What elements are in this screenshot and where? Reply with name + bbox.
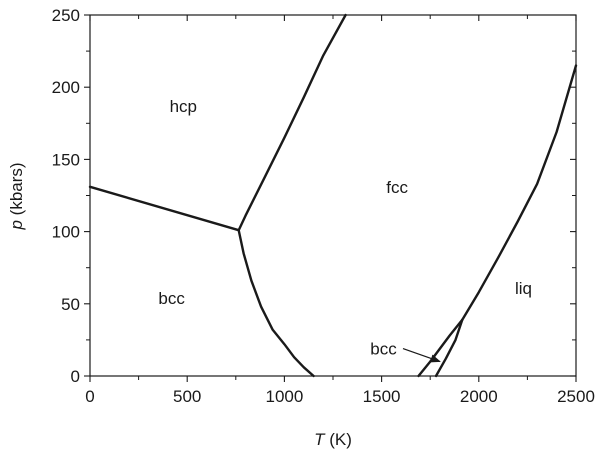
x-tick-label: 2500 [557,387,595,406]
y-tick-label: 0 [71,367,80,386]
y-axis-unit: (kbars) [7,162,26,215]
ticks-layer: 0 500 1000 1500 2000 2500 0 50 100 150 200 250 [52,6,595,406]
y-tick-label: 150 [52,150,80,169]
phase-boundary-5 [434,318,464,378]
phase-boundary-3 [237,228,315,378]
region-label: hcp [170,97,197,116]
labels-layer: hcp fcc bcc liq bcc [158,97,532,359]
region-label: bcc [370,340,397,359]
phase-boundary-6 [461,64,578,321]
plot-frame [89,14,577,377]
x-tick-label: 2000 [460,387,498,406]
y-tick-label: 250 [52,6,80,25]
x-tick-label: 1000 [265,387,303,406]
y-axis-symbol: p [7,220,26,230]
x-axis-symbol: T [314,430,326,449]
x-tick-label: 1500 [363,387,401,406]
phase-boundary-1 [88,185,240,232]
y-tick-label: 200 [52,78,80,97]
region-label: bcc [158,289,185,308]
phase-boundary-4 [417,318,464,378]
phase-boundary-2 [237,13,347,232]
bcc-arrow [402,347,441,363]
y-tick-label: 50 [61,295,80,314]
x-tick-label: 0 [85,387,94,406]
y-tick-label: 100 [52,223,80,242]
x-axis-unit: (K) [329,430,352,449]
curves-layer [88,13,578,378]
x-tick-label: 500 [173,387,201,406]
region-label: liq [515,279,532,298]
x-axis-title: T (K) [314,430,352,449]
region-label: fcc [386,178,408,197]
annotation-layer [402,347,441,363]
y-axis-title: p (kbars) [7,162,26,230]
